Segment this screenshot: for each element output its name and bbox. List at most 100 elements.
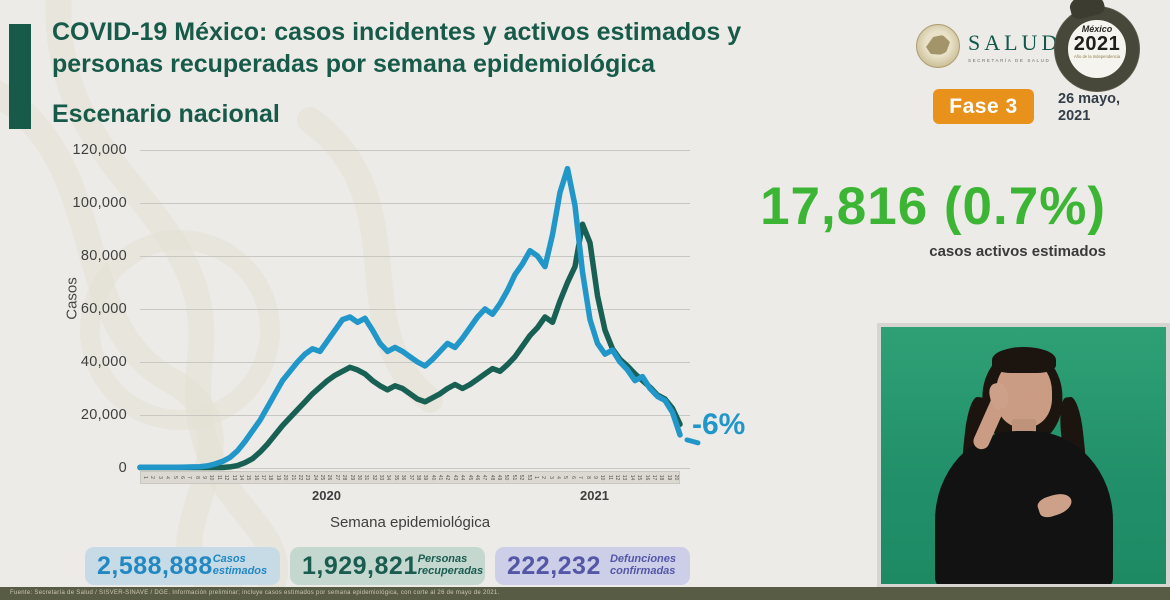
stat-label: Casos estimados	[212, 553, 271, 578]
stat-label-line1: Personas	[417, 553, 468, 566]
week-tick: 50	[503, 474, 510, 481]
mexico-2021-year: 2021	[1073, 33, 1121, 55]
week-tick: 40	[429, 474, 436, 481]
week-tick: 8	[193, 476, 200, 479]
week-tick: 20	[282, 474, 289, 481]
week-tick: 47	[481, 474, 488, 481]
stat-personas-recuperadas: 1,929,821 Personas recuperadas	[290, 547, 485, 585]
section-title: Escenario nacional	[52, 100, 280, 128]
week-tick: 41	[437, 474, 444, 481]
stat-label-line2: estimados	[212, 565, 268, 577]
week-tick: 51	[510, 474, 517, 481]
week-tick: 19	[274, 474, 281, 481]
week-tick: 17	[260, 474, 267, 481]
week-tick: 39	[422, 474, 429, 481]
week-tick: 36	[400, 474, 407, 481]
week-tick: 22	[297, 474, 304, 481]
week-tick: 4	[164, 476, 171, 479]
date-line1: 26 mayo,	[1058, 91, 1121, 107]
epidemic-curve-chart: 120,000 100,000 80,000 60,000 40,000 20,000 0 …	[64, 142, 746, 531]
stat-value: 222,232	[507, 551, 601, 580]
interpreter-hair	[991, 347, 1056, 373]
week-tick: 6	[179, 476, 186, 479]
week-tick: 13	[230, 474, 237, 481]
week-tick: 13	[621, 474, 628, 481]
week-tick: 14	[628, 474, 635, 481]
week-tick: 26	[326, 474, 333, 481]
year-label-2021: 2021	[580, 488, 609, 503]
trend-annotation: -6%	[692, 408, 746, 441]
date-label: 26 mayo, 2021	[1058, 91, 1120, 126]
week-tick: 1	[533, 476, 540, 479]
summary-stats: 2,588,888 Casos estimados 1,929,821 Pers…	[85, 547, 690, 585]
stat-defunciones-confirmadas: 222,232 Defunciones confirmadas	[495, 547, 690, 585]
y-axis-label: Casos	[63, 277, 81, 320]
y-tick-label: 100,000	[72, 195, 127, 211]
page-title-line2: personas recuperadas por semana epidemio…	[52, 50, 656, 78]
gridline	[140, 468, 690, 469]
week-tick: 48	[488, 474, 495, 481]
sign-language-interpreter-video	[877, 323, 1170, 588]
interpreter-body	[934, 431, 1113, 584]
active-cases-value: 17,816 (0.7%)	[760, 177, 1106, 236]
week-tick: 25	[319, 474, 326, 481]
week-tick: 14	[238, 474, 245, 481]
week-tick: 10	[599, 474, 606, 481]
stat-value: 2,588,888	[97, 551, 213, 580]
week-tick: 10	[208, 474, 215, 481]
date-line2: 2021	[1058, 108, 1091, 125]
week-tick: 33	[378, 474, 385, 481]
week-tick: 5	[171, 476, 178, 479]
week-tick: 9	[592, 476, 599, 479]
week-tick: 2	[540, 476, 547, 479]
title-accent-bar	[9, 24, 31, 129]
week-tick: 43	[451, 474, 458, 481]
salud-logo-text: SALUD SECRETARÍA DE SALUD	[968, 30, 1061, 63]
salud-logo: SALUD SECRETARÍA DE SALUD	[916, 24, 1061, 68]
series-line-casos-incidentes-estimados	[137, 165, 683, 470]
week-tick: 44	[459, 474, 466, 481]
page-title-line1: COVID-19 México: casos incidentes y acti…	[52, 18, 742, 46]
week-tick: 27	[333, 474, 340, 481]
week-tick: 17	[651, 474, 658, 481]
week-tick: 46	[474, 474, 481, 481]
active-cases-highlight: 17,816 (0.7%) casos activos estimados	[760, 176, 1106, 260]
week-tick: 35	[392, 474, 399, 481]
year-label-2020: 2020	[312, 488, 341, 503]
week-tick: 8	[584, 476, 591, 479]
week-tick: 24	[311, 474, 318, 481]
week-axis-strip: 1 2 3 4 5 6 7 8 9 10 11 12 13 14 15 16 17 18 19 20 21 22 23 24 2…	[140, 471, 680, 484]
week-tick: 16	[252, 474, 259, 481]
week-tick: 3	[547, 476, 554, 479]
week-tick: 37	[407, 474, 414, 481]
week-tick: 11	[606, 474, 613, 481]
week-tick: 42	[444, 474, 451, 481]
salud-eagle-seal-icon	[916, 24, 960, 68]
week-tick: 4	[555, 476, 562, 479]
stat-casos-estimados: 2,588,888 Casos estimados	[85, 547, 280, 585]
stat-value: 1,929,821	[302, 551, 418, 580]
week-tick: 6	[569, 476, 576, 479]
week-tick: 1	[142, 476, 149, 479]
week-tick: 29	[348, 474, 355, 481]
week-tick: 11	[215, 474, 222, 481]
phase-badge: Fase 3	[933, 89, 1034, 124]
y-tick-label: 40,000	[80, 354, 127, 370]
week-tick: 30	[356, 474, 363, 481]
week-tick: 53	[525, 474, 532, 481]
stat-label: Personas recuperadas	[417, 553, 487, 578]
page-title: COVID-19 México: casos incidentes y acti…	[52, 16, 882, 80]
week-tick: 12	[614, 474, 621, 481]
week-tick: 15	[636, 474, 643, 481]
stat-label: Defunciones confirmadas	[610, 553, 680, 578]
y-tick-label: 120,000	[72, 142, 127, 158]
week-tick: 5	[562, 476, 569, 479]
mexico-2021-subtitle: Año de la Independencia	[1073, 54, 1121, 59]
week-tick: 18	[267, 474, 274, 481]
week-tick: 7	[186, 476, 193, 479]
y-tick-label: 0	[118, 460, 127, 476]
mexico-2021-logo-text: México 2021 Año de la Independencia	[1068, 25, 1126, 59]
mexico-2021-top: México	[1081, 24, 1113, 34]
week-tick: 52	[518, 474, 525, 481]
